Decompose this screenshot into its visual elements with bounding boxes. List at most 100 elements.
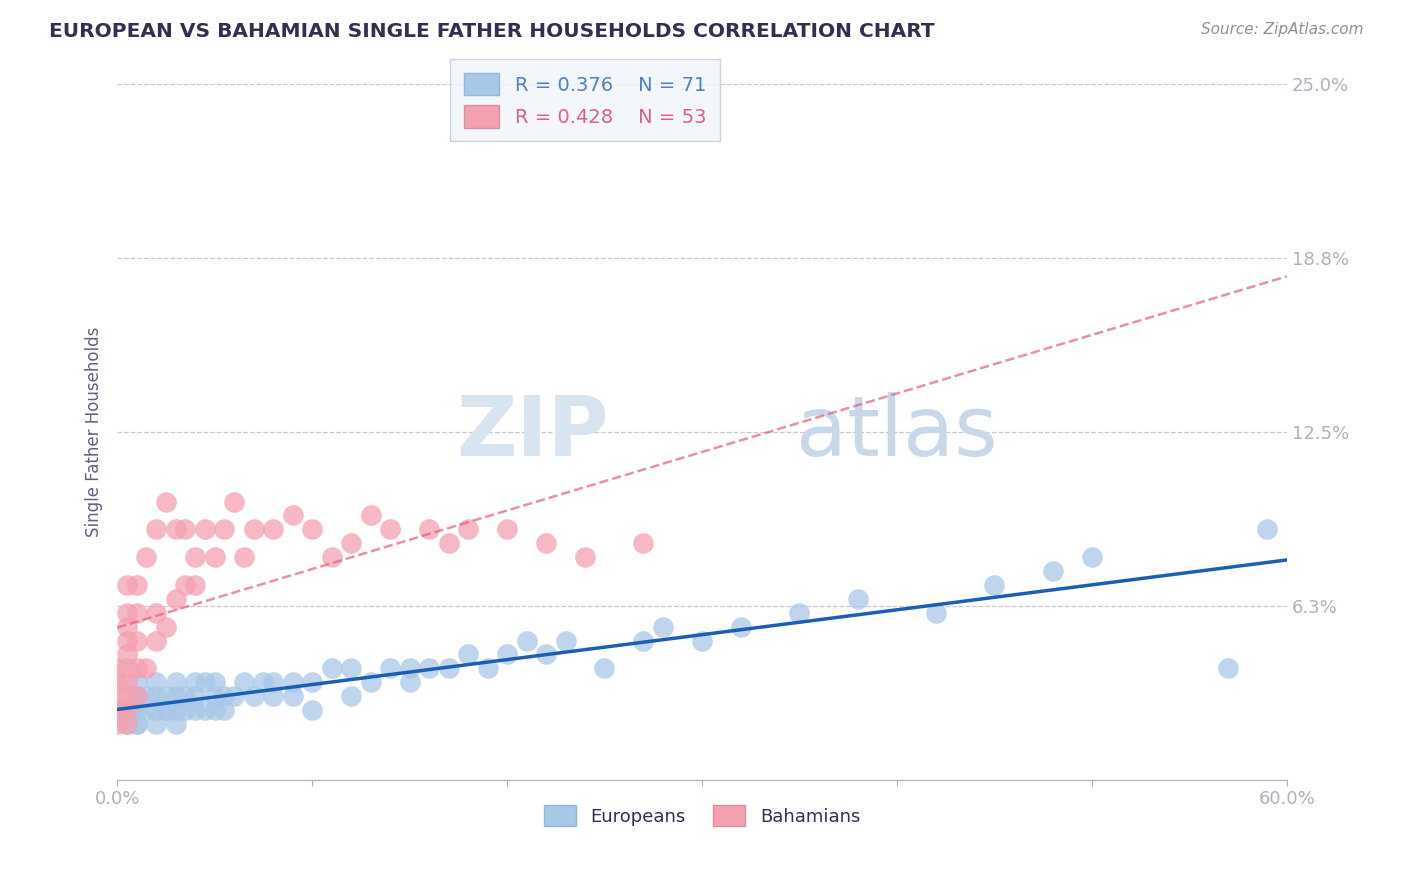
Point: [262, 675, 284, 690]
Point: [145, 633, 167, 648]
Point: [121, 703, 143, 717]
Point: [925, 606, 948, 620]
Point: [194, 522, 217, 536]
Point: [214, 703, 236, 717]
Point: [378, 522, 401, 536]
Point: [165, 675, 187, 690]
Point: [125, 675, 148, 690]
Point: [115, 717, 138, 731]
Point: [155, 703, 177, 717]
Point: [174, 703, 197, 717]
Point: [165, 689, 187, 703]
Point: [105, 689, 128, 703]
Point: [281, 675, 304, 690]
Point: [232, 675, 254, 690]
Point: [174, 578, 197, 592]
Point: [125, 689, 148, 703]
Point: [125, 703, 148, 717]
Point: [115, 675, 138, 690]
Point: [418, 522, 440, 536]
Point: [115, 717, 138, 731]
Point: [1081, 550, 1104, 565]
Point: [398, 661, 420, 675]
Point: [115, 689, 138, 703]
Point: [135, 689, 157, 703]
Point: [145, 606, 167, 620]
Point: [194, 703, 217, 717]
Point: [204, 689, 226, 703]
Point: [789, 606, 811, 620]
Point: [496, 522, 519, 536]
Point: [155, 689, 177, 703]
Legend: Europeans, Bahamians: Europeans, Bahamians: [537, 797, 868, 833]
Point: [165, 522, 187, 536]
Point: [115, 578, 138, 592]
Point: [321, 661, 343, 675]
Point: [135, 550, 157, 565]
Point: [477, 661, 499, 675]
Point: [125, 578, 148, 592]
Point: [360, 508, 382, 523]
Text: EUROPEAN VS BAHAMIAN SINGLE FATHER HOUSEHOLDS CORRELATION CHART: EUROPEAN VS BAHAMIAN SINGLE FATHER HOUSE…: [49, 22, 935, 41]
Point: [125, 633, 148, 648]
Point: [224, 494, 246, 508]
Point: [574, 550, 596, 565]
Point: [437, 536, 460, 550]
Point: [301, 703, 323, 717]
Point: [184, 689, 207, 703]
Point: [515, 633, 537, 648]
Point: [115, 620, 138, 634]
Point: [204, 703, 226, 717]
Point: [174, 689, 197, 703]
Point: [846, 591, 869, 606]
Point: [145, 703, 167, 717]
Point: [155, 494, 177, 508]
Point: [174, 522, 197, 536]
Point: [1256, 522, 1278, 536]
Point: [398, 675, 420, 690]
Point: [301, 522, 323, 536]
Point: [1218, 661, 1240, 675]
Point: [194, 675, 217, 690]
Point: [730, 620, 752, 634]
Point: [496, 648, 519, 662]
Point: [155, 703, 177, 717]
Point: [115, 633, 138, 648]
Text: ZIP: ZIP: [456, 392, 609, 473]
Point: [340, 536, 363, 550]
Point: [125, 661, 148, 675]
Point: [360, 675, 382, 690]
Point: [437, 661, 460, 675]
Point: [184, 675, 207, 690]
Point: [418, 661, 440, 675]
Point: [457, 522, 479, 536]
Point: [204, 675, 226, 690]
Point: [184, 578, 207, 592]
Point: [340, 661, 363, 675]
Point: [125, 717, 148, 731]
Point: [652, 620, 675, 634]
Point: [281, 508, 304, 523]
Point: [242, 522, 264, 536]
Point: [378, 661, 401, 675]
Point: [204, 550, 226, 565]
Point: [633, 633, 655, 648]
Point: [125, 689, 148, 703]
Point: [165, 703, 187, 717]
Point: [115, 661, 138, 675]
Point: [262, 689, 284, 703]
Point: [214, 689, 236, 703]
Point: [115, 703, 138, 717]
Y-axis label: Single Father Households: Single Father Households: [86, 326, 103, 537]
Point: [135, 661, 157, 675]
Point: [301, 675, 323, 690]
Point: [321, 550, 343, 565]
Point: [105, 703, 128, 717]
Point: [105, 717, 128, 731]
Point: [534, 536, 557, 550]
Point: [145, 717, 167, 731]
Point: [165, 591, 187, 606]
Point: [457, 648, 479, 662]
Point: [184, 550, 207, 565]
Point: [105, 675, 128, 690]
